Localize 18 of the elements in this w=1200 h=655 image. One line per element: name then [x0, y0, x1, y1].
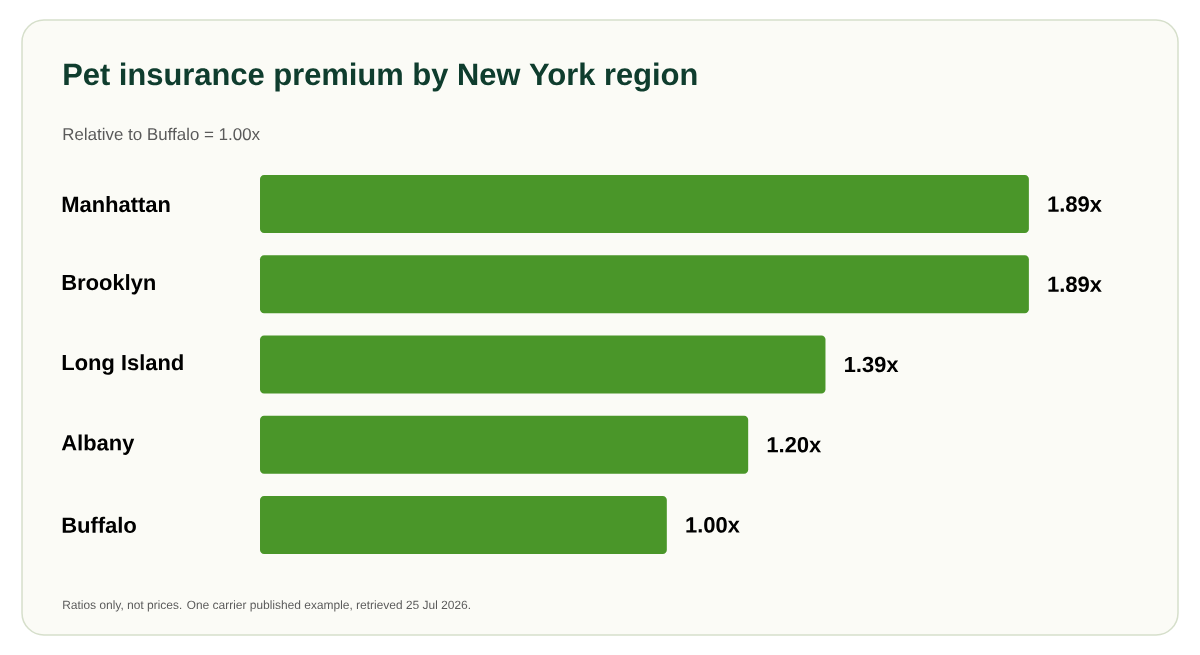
y-tick-label: Brooklyn [62, 274, 155, 295]
y-tick-label: Buffalo [62, 516, 136, 533]
bar [260, 495, 667, 554]
data-label: 1.39x [845, 356, 899, 373]
y-tick-label: Manhattan [62, 196, 170, 213]
chart-subtitle: Relative to Buffalo = 1.00x [63, 127, 260, 141]
y-tick-label: Albany [61, 434, 135, 455]
data-label: 1.00x [686, 517, 740, 533]
bar [260, 335, 826, 394]
y-tick-label: Long Island [62, 354, 183, 375]
chart-title: Pet insurance premium by New York region [64, 62, 697, 92]
bar [260, 175, 1029, 234]
data-label: 1.89x [1048, 196, 1102, 212]
text: Ratios only, not prices. One carrier published example, retrieved 25 Jul 2026. [63, 600, 470, 612]
bar [260, 255, 1029, 314]
bar [260, 415, 749, 474]
data-label: 1.89x [1048, 276, 1102, 293]
data-label: 1.20x [767, 436, 822, 453]
